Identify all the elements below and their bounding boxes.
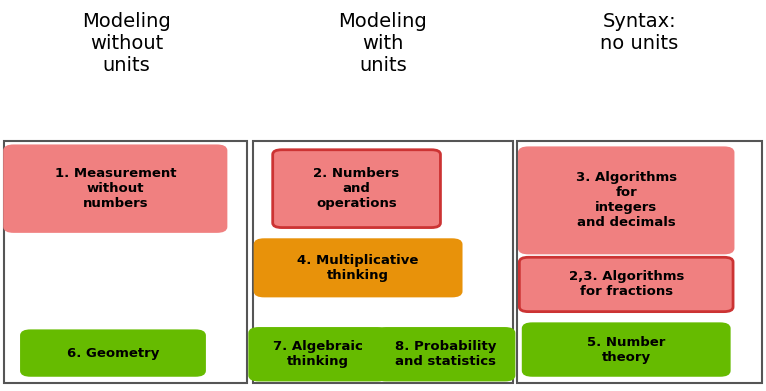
FancyBboxPatch shape: [517, 141, 762, 383]
Text: 2. Numbers
and
operations: 2. Numbers and operations: [313, 167, 400, 210]
FancyBboxPatch shape: [255, 240, 461, 296]
FancyBboxPatch shape: [377, 328, 514, 380]
FancyBboxPatch shape: [5, 146, 226, 231]
Text: 6. Geometry: 6. Geometry: [67, 346, 159, 360]
FancyBboxPatch shape: [253, 141, 513, 383]
FancyBboxPatch shape: [4, 141, 247, 383]
FancyBboxPatch shape: [523, 324, 729, 375]
Text: 1. Measurement
without
numbers: 1. Measurement without numbers: [54, 167, 176, 210]
Text: Modeling
without
units: Modeling without units: [82, 12, 171, 75]
Text: Modeling
with
units: Modeling with units: [339, 12, 427, 75]
FancyBboxPatch shape: [273, 150, 440, 228]
Text: 7. Algebraic
thinking: 7. Algebraic thinking: [273, 340, 363, 368]
FancyBboxPatch shape: [250, 328, 387, 380]
Text: 4. Multiplicative
thinking: 4. Multiplicative thinking: [297, 254, 419, 282]
Text: 3. Algorithms
for
integers
and decimals: 3. Algorithms for integers and decimals: [575, 171, 677, 230]
Text: 5. Number
theory: 5. Number theory: [587, 335, 666, 364]
Text: Syntax:
no units: Syntax: no units: [601, 12, 679, 53]
FancyBboxPatch shape: [21, 331, 205, 375]
FancyBboxPatch shape: [519, 257, 733, 312]
Text: 2,3. Algorithms
for fractions: 2,3. Algorithms for fractions: [568, 271, 684, 298]
Text: 8. Probability
and statistics: 8. Probability and statistics: [394, 340, 496, 368]
FancyBboxPatch shape: [519, 148, 733, 253]
